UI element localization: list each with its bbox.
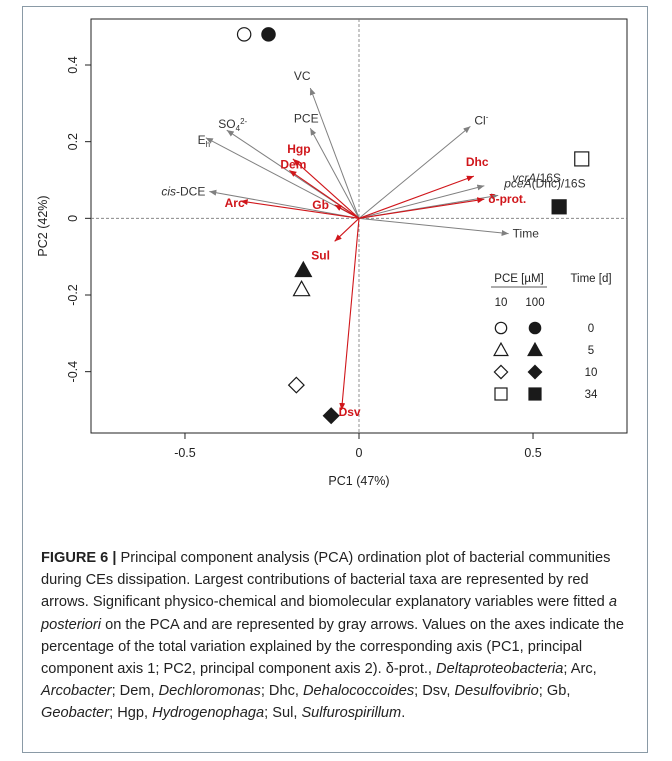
taxon-label: Arc	[225, 196, 245, 210]
legend-symbol-circle	[528, 321, 542, 335]
legend-symbol-diamond	[493, 364, 509, 380]
variable-arrow	[358, 217, 509, 236]
legend-symbol-diamond	[527, 364, 543, 380]
caption-separator: ; Dem,	[111, 683, 159, 700]
taxon-label: δ-prot.	[488, 192, 526, 206]
variable-label: Time	[513, 227, 540, 241]
taxon-arrow	[358, 197, 485, 219]
variable-arrow	[358, 125, 471, 219]
legend-symbol-triangle	[493, 341, 509, 357]
taxon-arrow	[334, 204, 360, 219]
variable-label: VC	[294, 69, 311, 83]
sample-point-diamond	[287, 376, 305, 394]
taxon-arrow	[292, 158, 360, 219]
caption-text: on the PCA and are represented by gray a…	[41, 616, 625, 678]
taxon-arrow	[334, 217, 360, 242]
variable-arrow	[358, 184, 485, 219]
variable-label: Cl-	[474, 112, 488, 127]
pca-plot: -0.5 0 0.5 -0.4 -0.2 0 0.2 0.4 PC1 (47%) PC2 (42%…	[36, 18, 628, 488]
caption-taxon: Desulfovibrio	[454, 683, 539, 700]
legend-symbol-circle	[494, 321, 508, 335]
legend-pce-level: 10	[495, 297, 508, 309]
variable-label: cis-DCE	[161, 185, 205, 199]
sample-point-triangle	[292, 279, 311, 297]
variable-arrow	[309, 87, 360, 219]
legend-time-label: 10	[585, 367, 598, 379]
variable-label: pceA(Dhc)/16S	[503, 176, 585, 190]
caption-taxon: Sulfurospirillum	[301, 705, 402, 722]
legend-header-time: Time [d]	[570, 273, 611, 285]
sample-point-circle	[261, 27, 276, 42]
caption-taxon: Hydrogenophaga	[152, 705, 265, 722]
figure-panel: -0.5 0 0.5 -0.4 -0.2 0 0.2 0.4 PC1 (47%) PC2 (42%…	[22, 6, 648, 526]
caption-italic-phrase: a posteriori	[41, 594, 617, 633]
legend-pce-level: 100	[525, 297, 544, 309]
caption-separator: ; Arc,	[563, 661, 597, 678]
caption-separator: ; Dsv,	[414, 683, 455, 700]
caption-separator: ; Dhc,	[260, 683, 303, 700]
caption-separator: ; Gb,	[538, 683, 571, 700]
caption-separator: ; Hgp,	[109, 705, 153, 722]
legend-symbol-square	[528, 387, 542, 401]
figure-caption: FIGURE 6 | Principal component analysis …	[22, 525, 648, 753]
variable-arrow	[309, 128, 360, 219]
caption-taxon: Dehalococcoides	[303, 683, 415, 700]
legend-header-pce: PCE [µM]	[494, 273, 543, 285]
variable-label: PCE	[294, 111, 319, 125]
y-tick-label: -0.2	[66, 284, 80, 306]
taxon-label: Dem	[280, 157, 306, 171]
variable-label: SO42-	[218, 117, 247, 133]
variable-label: Eh	[198, 133, 210, 149]
taxon-arrow	[240, 199, 360, 219]
taxon-label: Dhc	[466, 155, 489, 169]
sample-point-square	[574, 151, 590, 167]
y-tick-label: -0.4	[66, 361, 80, 383]
x-axis-label: PC1 (47%)	[328, 474, 389, 488]
taxon-arrow	[339, 218, 360, 411]
y-tick-label: 0	[66, 215, 80, 222]
x-tick-label: 0	[356, 446, 363, 460]
x-tick-label: 0.5	[524, 446, 541, 460]
taxon-label: Gb	[312, 198, 329, 212]
caption-label: FIGURE 6 |	[41, 550, 117, 566]
legend-time-label: 0	[588, 323, 594, 335]
y-axis-label: PC2 (42%)	[36, 195, 50, 256]
y-tick-label: 0.2	[66, 133, 80, 150]
taxon-arrow	[289, 169, 360, 219]
caption-taxon: Dechloromonas	[158, 683, 261, 700]
legend-time-label: 34	[585, 389, 598, 401]
caption-taxon: Geobacter	[41, 705, 110, 722]
caption-end: .	[401, 705, 406, 722]
caption-taxon: Deltaproteobacteria	[436, 661, 564, 678]
x-tick-label: -0.5	[174, 446, 196, 460]
caption-separator: ; Sul,	[264, 705, 302, 722]
sample-point-triangle	[294, 260, 313, 278]
taxon-arrow	[358, 175, 475, 219]
variable-arrow	[205, 137, 360, 219]
y-tick-label: 0.4	[66, 56, 80, 73]
variable-arrow	[209, 189, 360, 219]
taxon-label: Dsv	[339, 405, 361, 419]
legend-symbol-square	[494, 387, 508, 401]
variable-label: vcrA/16S	[512, 171, 561, 185]
taxon-label: Hgp	[287, 142, 310, 156]
caption-text: Principal component analysis (PCA) ordin…	[41, 550, 611, 611]
legend-symbol-triangle	[527, 341, 543, 357]
sample-point-square	[551, 199, 567, 215]
legend-time-label: 5	[588, 345, 594, 357]
sample-point-circle	[236, 27, 252, 42]
sample-point-diamond	[322, 407, 340, 425]
caption-taxon: Arcobacter	[41, 683, 112, 700]
taxon-label: Sul	[311, 248, 330, 262]
